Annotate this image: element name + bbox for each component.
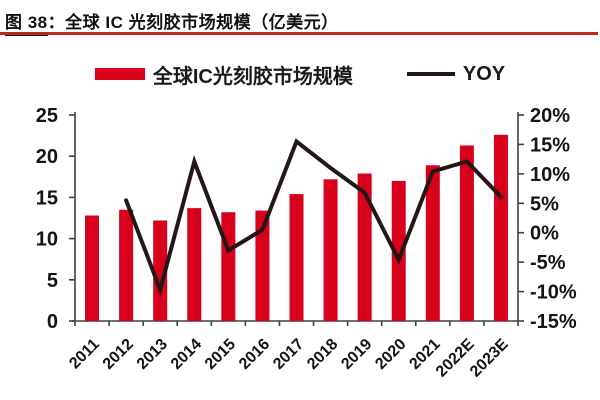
axis-tick-label: 15 (36, 187, 58, 209)
axis-tick-label: 5% (530, 193, 559, 215)
legend-label-market-size: 全球IC光刻胶市场规模 (152, 65, 353, 88)
x-axis-label: 2011 (66, 336, 103, 373)
chart-legend: 全球IC光刻胶市场规模 YOY (0, 60, 600, 88)
x-axis-label: 2017 (270, 336, 307, 373)
axis-tick-label: 0 (47, 311, 58, 333)
axis-tick-label: 0% (530, 223, 559, 245)
x-axis-label: 2012 (100, 336, 137, 373)
bar-2022E (459, 145, 474, 321)
figure-title: 图 38：全球 IC 光刻胶市场规模（亿美元） (5, 8, 339, 36)
bar-2020 (391, 180, 406, 321)
title-underline-rule (0, 32, 598, 35)
legend-item-yoy: YOY (406, 62, 506, 86)
axis-tick-label: 25 (36, 105, 58, 127)
axis-tick-label: 15% (530, 134, 570, 156)
axis-tick-label: 10 (36, 229, 58, 251)
x-axis-label: 2014 (168, 336, 205, 373)
axis-tick-label: 10% (530, 164, 570, 186)
axis-tick-label: -10% (530, 282, 577, 304)
axis-tick-label: -5% (530, 252, 566, 274)
x-axis-label: 2019 (338, 336, 375, 373)
bar-series-swatch (94, 68, 145, 80)
title-separator: ： (47, 13, 66, 32)
yoy-line (124, 138, 503, 297)
figure-number: 图 38 (5, 13, 48, 36)
x-axis-label: 2023E (467, 336, 512, 381)
x-axis-label: 2015 (202, 336, 239, 373)
line-series-swatch (406, 72, 455, 76)
axis-tick-label: 20 (36, 146, 58, 168)
x-axis-label: 2016 (236, 336, 273, 373)
bar-2017 (289, 194, 304, 321)
bar-2015 (221, 212, 236, 321)
bar-2019 (357, 173, 372, 321)
bar-2018 (323, 179, 338, 321)
bar-2011 (85, 215, 100, 321)
title-text: 全球 IC 光刻胶市场规模（亿美元） (65, 13, 339, 32)
bar-2014 (187, 208, 202, 321)
legend-item-market-size: 全球IC光刻胶市场规模 (94, 60, 353, 89)
bar-2021 (425, 165, 440, 321)
axis-tick-label: 5 (47, 270, 58, 292)
axis-tick-label: -15% (530, 311, 577, 333)
bar-2016 (255, 210, 270, 321)
bar-2013 (153, 220, 168, 321)
bar-2023E (493, 134, 508, 321)
axis-tick-label: 20% (530, 105, 570, 127)
x-axis-label: 2013 (134, 336, 171, 373)
x-axis-label: 2018 (304, 336, 341, 373)
bar-2012 (119, 209, 134, 321)
legend-label-yoy: YOY (462, 62, 506, 85)
x-axis-label: 2020 (372, 336, 409, 373)
